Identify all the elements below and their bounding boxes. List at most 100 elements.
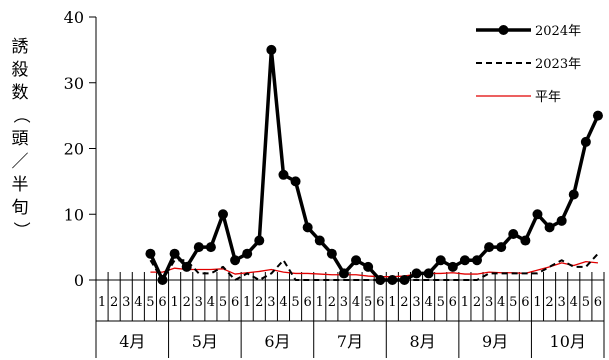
data-point: [145, 248, 156, 259]
month-label: 5月: [192, 332, 218, 351]
y-axis-label: 誘殺数 （ 頭 ／ 半旬 ）: [11, 37, 31, 239]
month-label: 7月: [337, 332, 363, 351]
data-point: [556, 215, 567, 226]
period-label: 4: [424, 295, 432, 310]
data-point: [544, 222, 555, 233]
data-point: [181, 261, 192, 272]
month-label: 10月: [550, 332, 586, 351]
series-line-0: [148, 48, 600, 282]
period-label: 4: [207, 295, 215, 310]
legend-label: 2024年: [535, 24, 581, 39]
data-point: [230, 255, 241, 266]
period-label: 1: [533, 295, 541, 310]
y-axis-label-char-text: ）: [11, 222, 31, 239]
period-label: 1: [388, 295, 396, 310]
data-point: [568, 189, 579, 200]
legend-marker: [498, 25, 509, 35]
period-label: 3: [412, 295, 420, 310]
y-axis-label-char: 数: [12, 83, 29, 103]
data-point: [157, 275, 168, 285]
data-point: [242, 248, 253, 259]
period-label: 6: [594, 295, 602, 310]
data-point: [580, 136, 591, 147]
period-label: 6: [449, 295, 457, 310]
data-point: [387, 275, 398, 285]
data-point: [326, 248, 337, 259]
data-point: [338, 268, 349, 279]
period-label: 6: [231, 295, 239, 310]
y-axis-label-char: ）: [11, 222, 31, 239]
period-label: 5: [291, 295, 299, 310]
period-label: 6: [521, 295, 529, 310]
data-point: [447, 261, 458, 272]
data-point: [399, 275, 410, 285]
period-label: 6: [376, 295, 384, 310]
month-label: 6月: [264, 332, 290, 351]
y-axis-label-char: 殺: [12, 60, 29, 80]
data-point: [205, 242, 216, 253]
data-point: [435, 255, 446, 266]
y-axis-label-char: 頭: [12, 129, 29, 149]
period-label: 4: [352, 295, 360, 310]
data-point: [508, 228, 519, 239]
period-label: 2: [110, 295, 118, 310]
data-point: [520, 235, 531, 246]
period-label: 1: [243, 295, 251, 310]
period-label: 5: [146, 295, 154, 310]
data-point: [592, 110, 603, 121]
period-label: 1: [170, 295, 178, 310]
period-label: 2: [473, 295, 481, 310]
period-label: 2: [255, 295, 263, 310]
data-point: [496, 242, 507, 253]
data-point: [363, 261, 374, 272]
series-group: [145, 44, 603, 285]
period-label: 1: [98, 295, 106, 310]
data-point: [484, 242, 495, 253]
y-axis-label-char-text: （: [11, 107, 31, 124]
data-point: [266, 44, 277, 55]
period-label: 2: [183, 295, 191, 310]
period-label: 4: [570, 295, 578, 310]
period-label: 1: [461, 295, 469, 310]
data-point: [411, 268, 422, 279]
series-line-1: [149, 253, 599, 281]
period-label: 3: [485, 295, 493, 310]
y-axis-label-char: ／: [12, 152, 29, 172]
period-label: 5: [364, 295, 372, 310]
month-label: 8月: [409, 332, 435, 351]
y-tick-label: 40: [64, 8, 84, 27]
y-axis-label-char: （: [11, 107, 31, 124]
period-label: 3: [558, 295, 566, 310]
data-point: [423, 268, 434, 279]
data-point: [218, 209, 228, 220]
y-tick-label: 0: [74, 271, 84, 290]
period-label: 3: [122, 295, 130, 310]
month-label: 9月: [482, 332, 508, 351]
data-point: [290, 176, 301, 187]
period-label: 5: [437, 295, 445, 310]
period-label: 5: [582, 295, 590, 310]
y-tick-label: 10: [64, 205, 84, 224]
period-label: 5: [509, 295, 517, 310]
data-point: [193, 242, 204, 253]
period-label: 5: [219, 295, 227, 310]
period-label: 3: [340, 295, 348, 310]
y-tick-label: 30: [64, 74, 84, 93]
data-point: [459, 255, 470, 266]
period-label: 2: [328, 295, 336, 310]
data-point: [472, 255, 482, 266]
period-label: 4: [134, 295, 142, 310]
data-point: [314, 235, 325, 246]
data-point: [375, 275, 386, 285]
period-label: 4: [497, 295, 505, 310]
period-label: 3: [195, 295, 203, 310]
data-point: [351, 255, 362, 266]
period-label: 6: [304, 295, 312, 310]
legend-label: 2023年: [535, 57, 581, 72]
y-axis-label-char: 半: [12, 175, 29, 195]
month-label: 4月: [119, 332, 145, 351]
y-axis-label-char: 誘: [12, 37, 29, 57]
